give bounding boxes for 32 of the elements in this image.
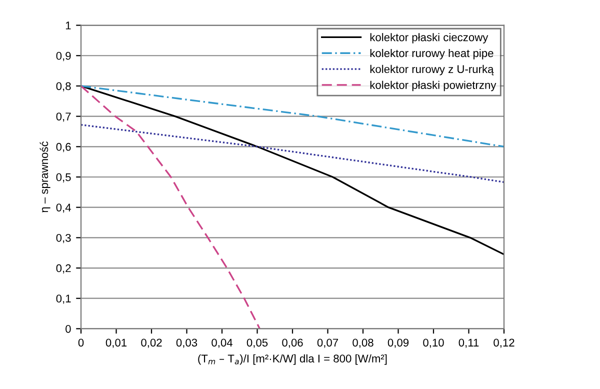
x-tick-label: 0,07 bbox=[317, 338, 338, 348]
x-tick-label: 0,10 bbox=[423, 338, 444, 348]
x-tick-label: 0,12 bbox=[494, 338, 514, 348]
x-axis-title: (T$_{m}$ – T$_{a}$)/I [m²·K/W] dla I = 800 [W/m²] bbox=[198, 354, 387, 365]
x-tick-label: 0 bbox=[78, 338, 84, 347]
legend-label: kolektor rurowy heat pipe bbox=[370, 48, 494, 60]
legend-label: kolektor płaski cieczowy bbox=[370, 33, 488, 44]
x-tick-label: 0,01 bbox=[106, 338, 127, 348]
y-tick-label: 1 bbox=[66, 22, 71, 30]
legend-label: kolektor rurowy z U-rurką bbox=[370, 64, 494, 76]
x-tick-label: 0,03 bbox=[176, 338, 198, 348]
x-tick-label: 0,06 bbox=[282, 338, 303, 348]
y-tick-label: 0,6 bbox=[56, 142, 71, 152]
y-tick-label: 0 bbox=[66, 324, 71, 333]
y-tick-label: 0,7 bbox=[56, 112, 71, 122]
y-tick-label: 0,1 bbox=[56, 294, 71, 304]
y-tick-label: 0,3 bbox=[56, 234, 71, 244]
y-tick-label: 0,5 bbox=[56, 173, 71, 182]
x-tick-label: 0,08 bbox=[352, 338, 374, 348]
y-tick-label: 0,9 bbox=[56, 52, 71, 62]
x-tick-label: 0,05 bbox=[246, 338, 268, 348]
y-tick-label: 0,8 bbox=[56, 82, 71, 92]
x-tick-label: 0,04 bbox=[212, 338, 232, 348]
y-tick-label: 0,2 bbox=[56, 264, 71, 274]
y-tick-label: 0,4 bbox=[56, 204, 71, 213]
line-series bbox=[81, 124, 504, 183]
x-tick-label: 0,09 bbox=[388, 338, 409, 348]
x-tick-label: 0,11 bbox=[458, 338, 479, 348]
legend-label: kolektor płaski powietrzny bbox=[370, 80, 496, 92]
y-axis-title: η – sprawność bbox=[40, 141, 50, 212]
line-series bbox=[81, 85, 261, 329]
x-tick-label: 0,02 bbox=[141, 338, 162, 348]
